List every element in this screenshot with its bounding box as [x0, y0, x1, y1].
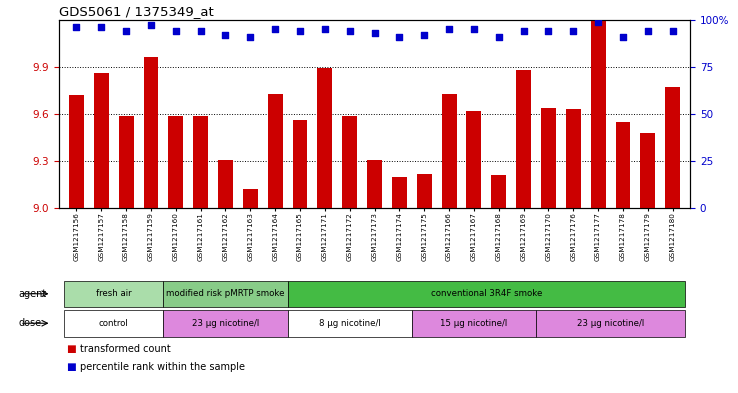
Text: 8 µg nicotine/l: 8 µg nicotine/l: [319, 319, 381, 328]
Bar: [641, 133, 655, 208]
Point: [344, 28, 356, 34]
Bar: [69, 95, 84, 208]
Point: [666, 28, 678, 34]
Bar: [163, 310, 288, 336]
Bar: [168, 116, 183, 208]
Bar: [441, 94, 457, 208]
Bar: [492, 175, 506, 208]
Bar: [292, 120, 308, 208]
Bar: [367, 160, 382, 208]
Point: [145, 22, 157, 28]
Text: percentile rank within the sample: percentile rank within the sample: [80, 362, 245, 371]
Bar: [541, 108, 556, 208]
Bar: [317, 68, 332, 208]
Bar: [615, 122, 630, 208]
Point: [642, 28, 654, 34]
Text: fresh air: fresh air: [96, 289, 131, 298]
Point: [244, 33, 256, 40]
Bar: [268, 94, 283, 208]
Point: [294, 28, 306, 34]
Bar: [566, 109, 581, 208]
Text: conventional 3R4F smoke: conventional 3R4F smoke: [431, 289, 542, 298]
Point: [568, 28, 579, 34]
Point: [617, 33, 629, 40]
Point: [493, 33, 505, 40]
Bar: [64, 310, 163, 336]
Bar: [64, 281, 163, 307]
Text: 23 µg nicotine/l: 23 µg nicotine/l: [577, 319, 644, 328]
Text: agent: agent: [18, 289, 46, 299]
Text: transformed count: transformed count: [80, 344, 170, 354]
Bar: [466, 111, 481, 208]
Point: [319, 26, 331, 32]
Text: modified risk pMRTP smoke: modified risk pMRTP smoke: [166, 289, 285, 298]
Text: dose: dose: [18, 318, 41, 328]
Text: ■: ■: [66, 362, 76, 371]
Point: [170, 28, 182, 34]
Text: ■: ■: [66, 344, 76, 354]
Bar: [665, 87, 680, 208]
Bar: [536, 310, 685, 336]
Point: [120, 28, 132, 34]
Point: [393, 33, 405, 40]
Bar: [412, 310, 536, 336]
Text: GDS5061 / 1375349_at: GDS5061 / 1375349_at: [59, 6, 214, 18]
Bar: [193, 116, 208, 208]
Bar: [94, 73, 108, 208]
Text: 15 µg nicotine/l: 15 µg nicotine/l: [441, 319, 508, 328]
Bar: [163, 281, 288, 307]
Point: [592, 18, 604, 25]
Point: [542, 28, 554, 34]
Point: [95, 24, 107, 30]
Point: [517, 28, 529, 34]
Bar: [516, 70, 531, 208]
Point: [195, 28, 207, 34]
Bar: [119, 116, 134, 208]
Text: control: control: [99, 319, 128, 328]
Point: [269, 26, 281, 32]
Point: [220, 31, 232, 38]
Bar: [218, 160, 233, 208]
Bar: [342, 116, 357, 208]
Text: 23 µg nicotine/l: 23 µg nicotine/l: [192, 319, 259, 328]
Point: [369, 30, 381, 36]
Point: [418, 31, 430, 38]
Point: [71, 24, 83, 30]
Bar: [143, 57, 159, 208]
Bar: [288, 310, 412, 336]
Point: [468, 26, 480, 32]
Bar: [392, 177, 407, 208]
Bar: [590, 21, 606, 208]
Bar: [288, 281, 685, 307]
Bar: [417, 174, 432, 208]
Bar: [243, 189, 258, 208]
Point: [443, 26, 455, 32]
